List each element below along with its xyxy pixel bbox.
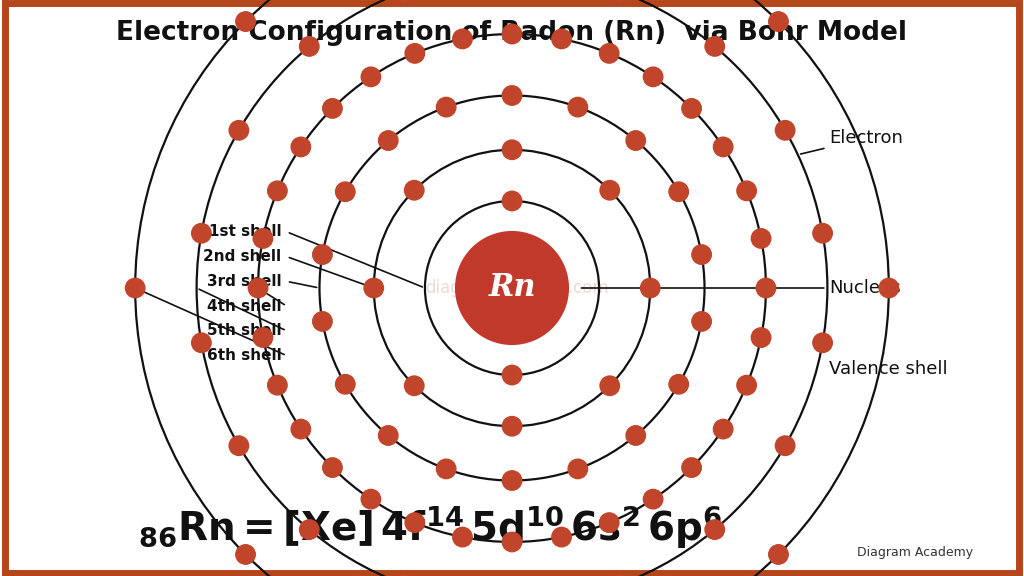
Ellipse shape [769,545,788,564]
Ellipse shape [502,140,521,160]
Text: Electron Configuration of Radon (Rn)  via Bohr Model: Electron Configuration of Radon (Rn) via… [117,20,907,46]
Ellipse shape [229,436,249,456]
Ellipse shape [394,575,414,576]
Ellipse shape [756,278,776,298]
Ellipse shape [406,44,425,63]
Ellipse shape [312,245,332,264]
Text: Valence shell: Valence shell [829,354,948,378]
Ellipse shape [300,520,319,539]
Ellipse shape [813,333,833,353]
Ellipse shape [406,513,425,532]
Ellipse shape [752,229,771,248]
Text: 3rd shell: 3rd shell [207,274,282,289]
Ellipse shape [323,458,342,478]
Ellipse shape [714,419,733,439]
Ellipse shape [705,520,724,539]
Ellipse shape [737,376,757,395]
Text: Diagram Academy: Diagram Academy [857,547,973,559]
Ellipse shape [552,528,571,547]
Ellipse shape [502,416,521,436]
Ellipse shape [253,328,272,347]
Text: 2nd shell: 2nd shell [204,249,282,264]
Text: Rn: Rn [488,272,536,304]
Ellipse shape [267,376,287,395]
Ellipse shape [692,312,712,331]
Ellipse shape [502,532,521,552]
Ellipse shape [456,232,568,344]
Ellipse shape [236,545,255,564]
Text: 1st shell: 1st shell [209,224,282,240]
Ellipse shape [879,278,899,298]
Ellipse shape [436,459,456,479]
Ellipse shape [312,312,332,331]
Ellipse shape [229,120,249,140]
Ellipse shape [682,98,701,118]
Ellipse shape [610,0,630,1]
Ellipse shape [236,12,255,31]
Ellipse shape [669,374,688,394]
Ellipse shape [599,44,618,63]
Ellipse shape [379,426,398,445]
Ellipse shape [453,528,472,547]
Ellipse shape [705,37,724,56]
Text: diagramacademy.com: diagramacademy.com [425,279,609,297]
Ellipse shape [568,459,588,479]
Text: 6th shell: 6th shell [207,348,282,363]
Ellipse shape [502,471,521,490]
Ellipse shape [248,278,268,298]
Ellipse shape [502,86,521,105]
Ellipse shape [552,29,571,48]
Ellipse shape [599,513,618,532]
Ellipse shape [626,131,645,150]
Ellipse shape [714,137,733,157]
Ellipse shape [404,180,424,200]
Ellipse shape [191,333,211,353]
Ellipse shape [323,98,342,118]
Ellipse shape [502,24,521,44]
Ellipse shape [361,490,381,509]
Ellipse shape [125,278,145,298]
Ellipse shape [692,245,712,264]
Ellipse shape [682,458,701,478]
Ellipse shape [775,436,795,456]
Text: 5th shell: 5th shell [207,323,282,339]
Ellipse shape [502,191,521,211]
Ellipse shape [291,419,310,439]
Ellipse shape [769,12,788,31]
Ellipse shape [610,575,630,576]
Text: $_{\mathbf{86}}$$\mathbf{Rn = [Xe]\,4f^{14}\,5d^{10}\,6s^{2}\,6p^{6}}$: $_{\mathbf{86}}$$\mathbf{Rn = [Xe]\,4f^{… [138,503,722,551]
Ellipse shape [600,376,620,396]
Ellipse shape [336,182,355,202]
Ellipse shape [336,374,355,394]
Ellipse shape [626,426,645,445]
Ellipse shape [300,37,319,56]
Ellipse shape [502,365,521,385]
Ellipse shape [641,278,659,298]
Text: Nucleus: Nucleus [582,279,901,297]
Ellipse shape [600,180,620,200]
Ellipse shape [291,137,310,157]
Ellipse shape [568,97,588,117]
Ellipse shape [379,131,398,150]
Ellipse shape [394,0,414,1]
Text: Electron: Electron [801,129,903,154]
Ellipse shape [361,67,381,86]
Ellipse shape [267,181,287,200]
Ellipse shape [191,223,211,243]
Ellipse shape [365,278,383,298]
Ellipse shape [643,67,663,86]
Ellipse shape [752,328,771,347]
Ellipse shape [737,181,757,200]
Ellipse shape [436,97,456,117]
Ellipse shape [253,229,272,248]
Ellipse shape [453,29,472,48]
Ellipse shape [643,490,663,509]
Ellipse shape [669,182,688,202]
Ellipse shape [775,120,795,140]
Ellipse shape [404,376,424,396]
Ellipse shape [813,223,833,243]
Text: 4th shell: 4th shell [207,298,282,314]
